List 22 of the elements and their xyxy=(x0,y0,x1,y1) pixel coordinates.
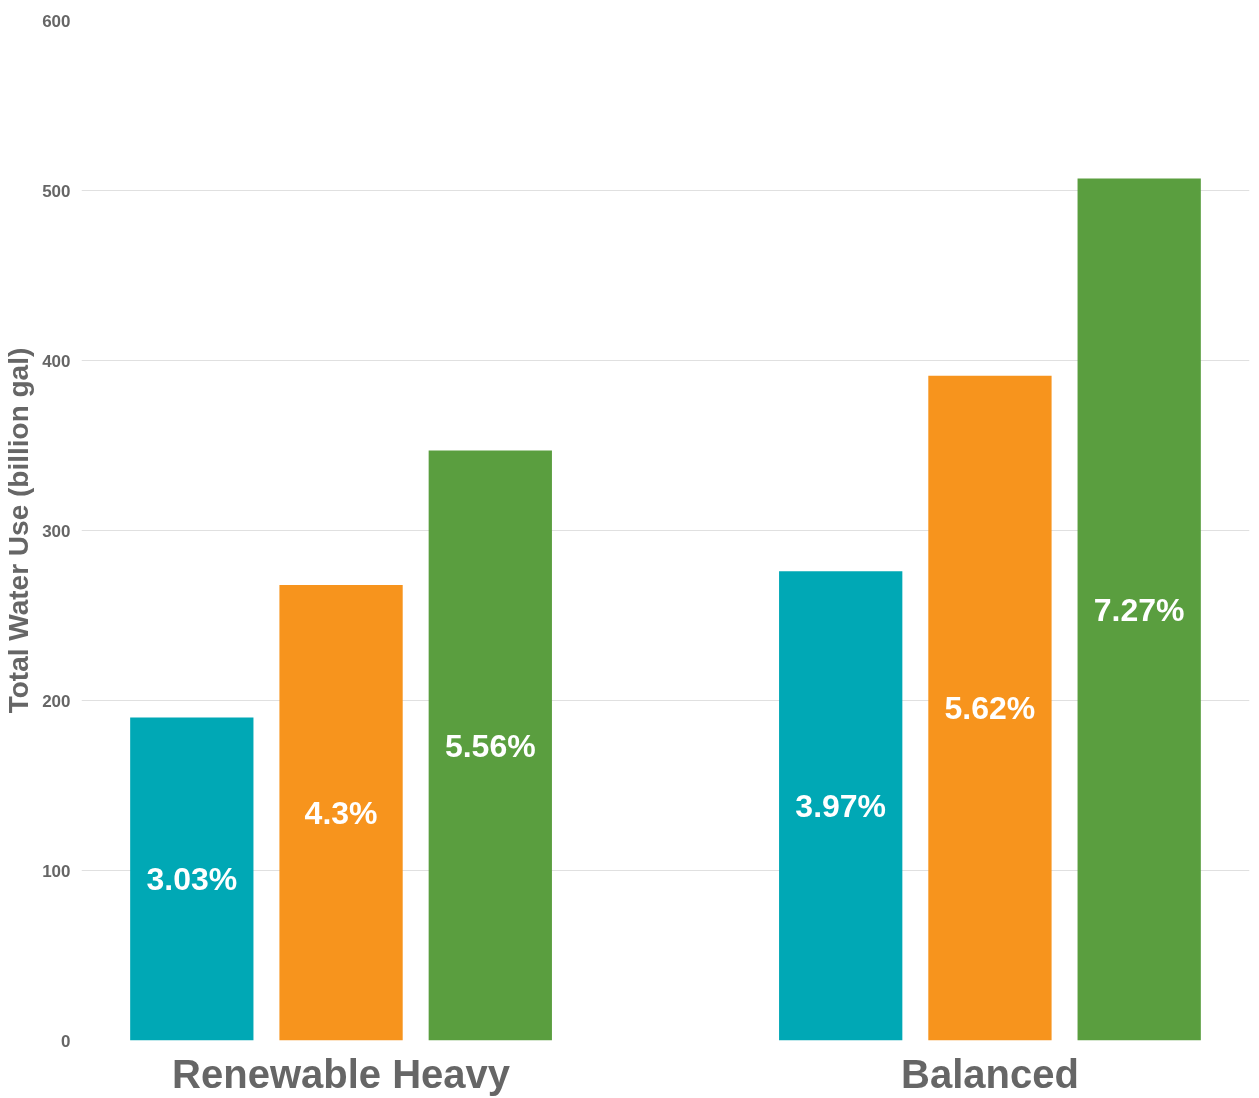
annotation: 5.62% xyxy=(944,690,1036,727)
y-tick-label: 300 xyxy=(42,521,71,541)
y-tick-label: 100 xyxy=(42,861,71,881)
annotation: 7.27% xyxy=(1093,591,1185,628)
y-tick-label: 600 xyxy=(42,11,71,31)
y-tick-label: 0 xyxy=(61,1031,71,1051)
y-tick-label: 400 xyxy=(42,351,71,371)
x-tick-label: Renewable Heavy xyxy=(172,1051,511,1096)
annotation: 3.03% xyxy=(146,861,238,897)
y-tick-label: 200 xyxy=(42,691,71,711)
bar xyxy=(428,450,552,1041)
annotation: 4.3% xyxy=(304,794,378,831)
bar xyxy=(928,375,1052,1041)
annotation: 3.97% xyxy=(795,787,887,824)
bar xyxy=(279,584,403,1041)
bar xyxy=(779,571,903,1041)
x-tick-label: Balanced xyxy=(901,1051,1079,1096)
y-axis-title: Total Water Use (billion gal) xyxy=(3,347,35,714)
annotation: 5.56% xyxy=(444,727,536,764)
bar xyxy=(130,717,254,1041)
y-tick-label: 500 xyxy=(42,181,71,201)
bar xyxy=(1077,178,1201,1041)
